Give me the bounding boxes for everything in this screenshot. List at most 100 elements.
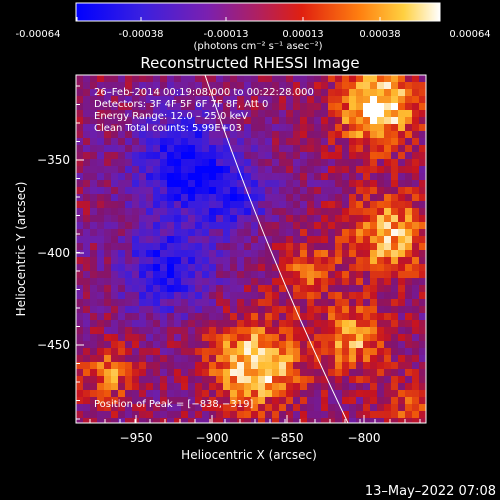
image-pixel [90,201,98,209]
image-pixel [132,348,140,356]
image-pixel [139,264,147,272]
image-pixel [146,215,154,223]
image-pixel [125,292,133,300]
image-pixel [377,285,385,293]
image-pixel [90,355,98,363]
image-pixel [237,257,245,265]
image-pixel [230,306,238,314]
image-pixel [223,390,231,398]
image-pixel [349,138,357,146]
y-axis-label: Heliocentric Y (arcsec) [14,182,28,317]
image-pixel [321,187,329,195]
image-pixel [398,334,406,342]
image-pixel [174,404,182,412]
image-pixel [405,229,413,237]
image-pixel [230,82,238,90]
image-pixel [335,404,343,412]
image-pixel [419,271,426,279]
image-pixel [370,250,378,258]
image-pixel [244,138,252,146]
image-pixel [97,208,105,216]
image-pixel [153,173,161,181]
image-pixel [202,236,210,244]
image-pixel [391,376,399,384]
image-pixel [97,180,105,188]
image-pixel [104,299,112,307]
image-pixel [300,159,308,167]
image-pixel [384,285,392,293]
image-pixel [111,201,119,209]
image-pixel [314,299,322,307]
image-pixel [181,320,189,328]
image-pixel [216,110,224,118]
image-pixel [293,201,301,209]
image-pixel [251,411,259,419]
image-pixel [195,215,203,223]
image-pixel [83,369,91,377]
image-pixel [111,110,119,118]
image-pixel [272,278,280,286]
image-pixel [83,173,91,181]
image-pixel [83,271,91,279]
image-pixel [419,145,426,153]
image-pixel [216,334,224,342]
image-pixel [258,411,266,419]
image-pixel [412,124,420,132]
image-pixel [307,376,315,384]
image-pixel [174,96,182,104]
image-pixel [328,222,336,230]
image-pixel [132,201,140,209]
image-pixel [384,82,392,90]
image-pixel [356,103,364,111]
image-pixel [279,110,287,118]
image-pixel [104,229,112,237]
image-pixel [181,229,189,237]
image-pixel [377,110,385,118]
image-pixel [356,138,364,146]
image-pixel [160,334,168,342]
image-pixel [111,313,119,321]
image-pixel [118,173,126,181]
image-pixel [307,390,315,398]
image-pixel [139,208,147,216]
image-pixel [195,145,203,153]
image-pixel [370,201,378,209]
image-pixel [125,166,133,174]
image-pixel [90,194,98,202]
image-pixel [384,180,392,188]
image-pixel [314,411,322,419]
image-pixel [153,264,161,272]
image-pixel [188,292,196,300]
image-pixel [167,243,175,251]
image-pixel [412,96,420,104]
image-pixel [279,187,287,195]
image-pixel [90,96,98,104]
image-pixel [377,362,385,370]
image-pixel [188,334,196,342]
image-pixel [230,285,238,293]
image-pixel [279,236,287,244]
image-pixel [412,285,420,293]
image-pixel [174,250,182,258]
image-pixel [335,250,343,258]
image-pixel [342,313,350,321]
image-pixel [314,390,322,398]
image-pixel [132,180,140,188]
image-pixel [216,257,224,265]
image-pixel [223,285,231,293]
image-pixel [272,348,280,356]
image-pixel [76,271,84,279]
image-pixel [230,334,238,342]
image-pixel [370,299,378,307]
image-pixel [419,285,426,293]
image-pixel [251,145,259,153]
image-pixel [132,173,140,181]
image-pixel [398,306,406,314]
image-pixel [349,208,357,216]
image-pixel [230,257,238,265]
image-pixel [321,292,329,300]
image-pixel [384,194,392,202]
image-pixel [391,355,399,363]
image-pixel [265,89,273,97]
image-pixel [160,236,168,244]
